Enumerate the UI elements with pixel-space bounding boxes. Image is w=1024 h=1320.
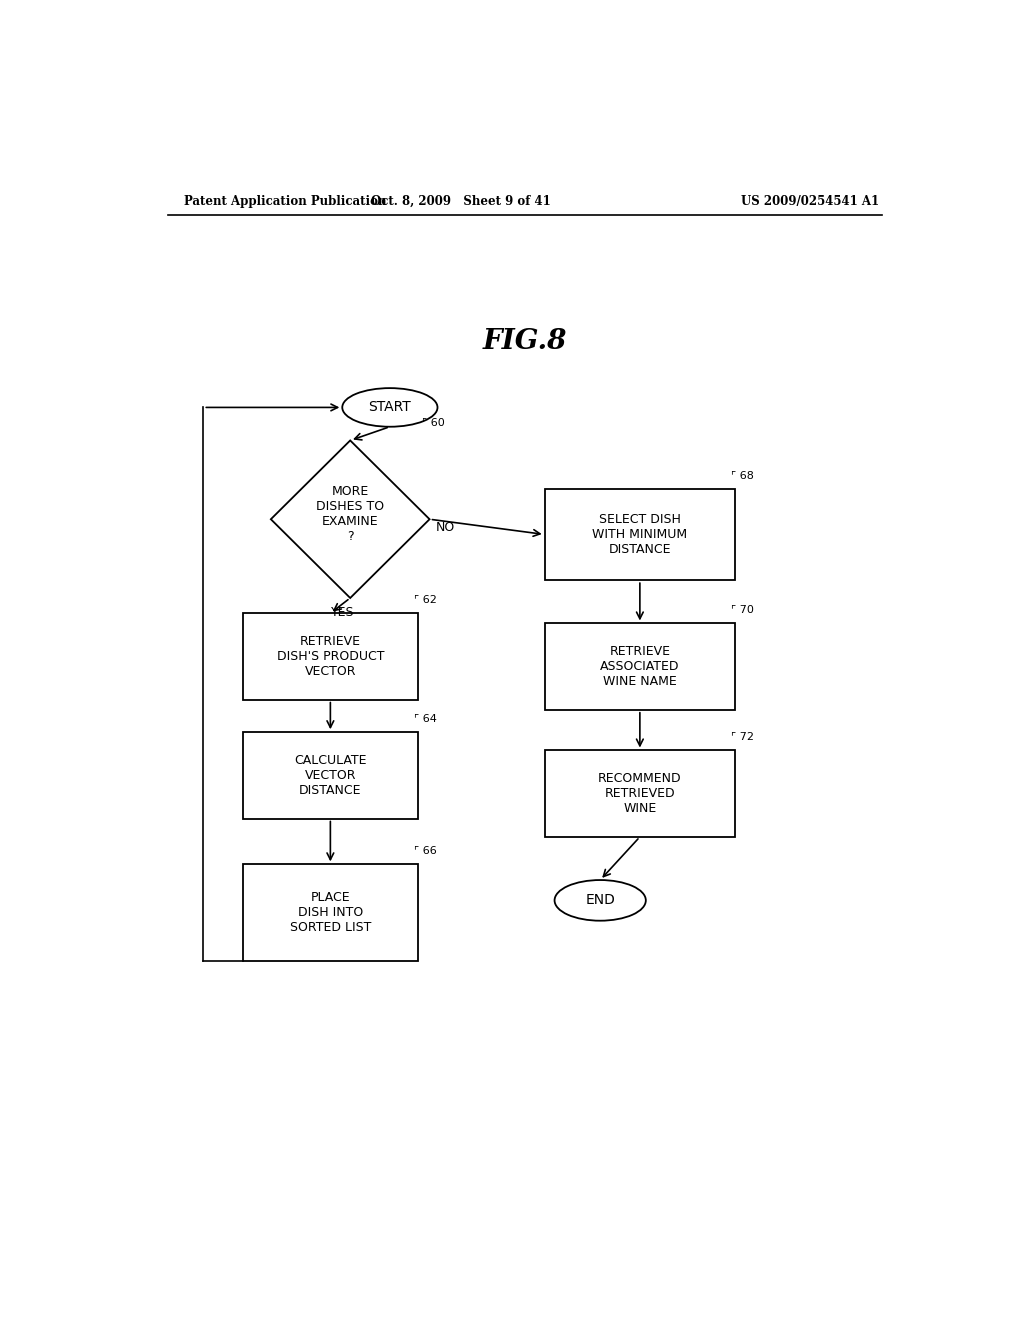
Bar: [243, 865, 418, 961]
Text: NO: NO: [436, 521, 455, 533]
Text: START: START: [369, 400, 412, 414]
Text: RECOMMEND
RETRIEVED
WINE: RECOMMEND RETRIEVED WINE: [598, 772, 682, 816]
Text: CALCULATE
VECTOR
DISTANCE: CALCULATE VECTOR DISTANCE: [294, 754, 367, 797]
Text: MORE
DISHES TO
EXAMINE
?: MORE DISHES TO EXAMINE ?: [316, 486, 384, 543]
Text: END: END: [586, 894, 615, 907]
Text: SELECT DISH
WITH MINIMUM
DISTANCE: SELECT DISH WITH MINIMUM DISTANCE: [592, 513, 687, 556]
Text: Oct. 8, 2009   Sheet 9 of 41: Oct. 8, 2009 Sheet 9 of 41: [372, 194, 551, 207]
Text: ⌜ 72: ⌜ 72: [731, 733, 754, 742]
Text: ⌜ 64: ⌜ 64: [414, 714, 436, 725]
Bar: [545, 751, 735, 837]
Bar: [545, 623, 735, 710]
Text: ⌜ 62: ⌜ 62: [414, 595, 436, 605]
Bar: [243, 733, 418, 818]
Text: US 2009/0254541 A1: US 2009/0254541 A1: [741, 194, 880, 207]
Text: PLACE
DISH INTO
SORTED LIST: PLACE DISH INTO SORTED LIST: [290, 891, 371, 935]
Text: RETRIEVE
DISH'S PRODUCT
VECTOR: RETRIEVE DISH'S PRODUCT VECTOR: [276, 635, 384, 678]
Bar: [545, 488, 735, 581]
Text: FIG.8: FIG.8: [482, 327, 567, 355]
Text: ⌜ 66: ⌜ 66: [414, 846, 436, 857]
Text: ⌜ 60: ⌜ 60: [422, 418, 444, 428]
Text: YES: YES: [331, 606, 354, 619]
Text: ⌜ 70: ⌜ 70: [731, 606, 754, 615]
Text: ⌜ 68: ⌜ 68: [731, 471, 754, 480]
Text: Patent Application Publication: Patent Application Publication: [183, 194, 386, 207]
Text: RETRIEVE
ASSOCIATED
WINE NAME: RETRIEVE ASSOCIATED WINE NAME: [600, 645, 680, 688]
Bar: [243, 614, 418, 700]
